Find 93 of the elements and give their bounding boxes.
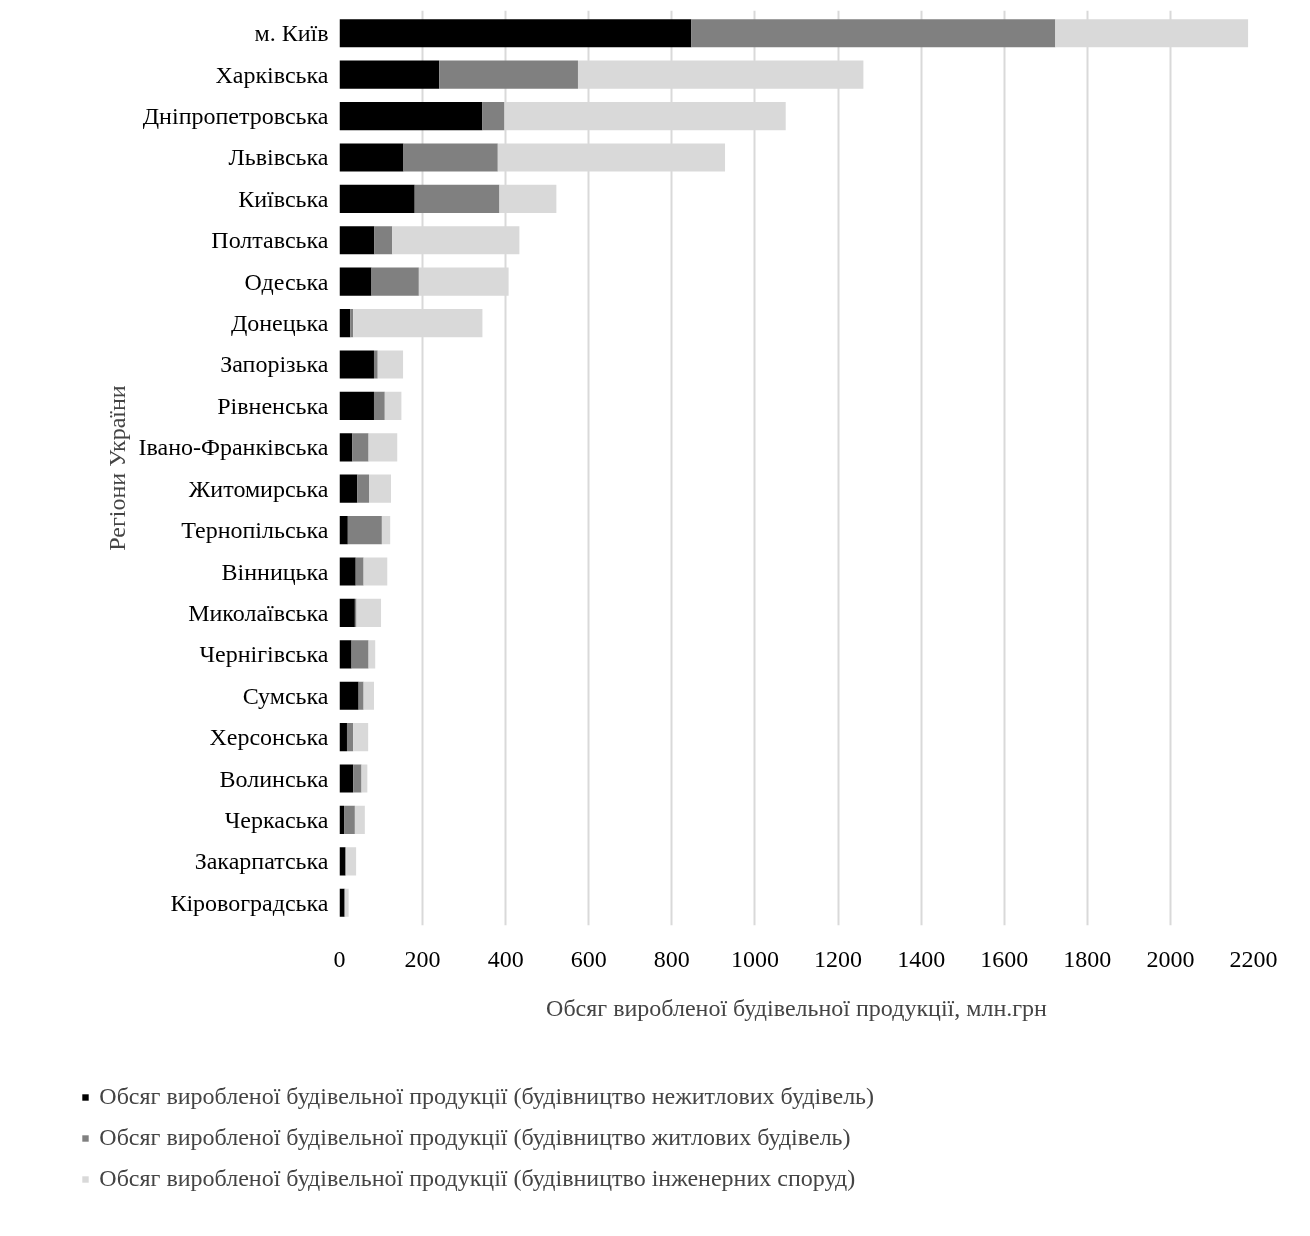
bar: [374, 226, 393, 255]
bar: [355, 557, 364, 586]
bar: [384, 391, 402, 420]
bar: [346, 847, 357, 876]
y-tick-label: м. Київ: [254, 20, 329, 47]
y-tick-label: Херсонська: [209, 724, 329, 751]
y-tick-label: Полтавська: [211, 227, 329, 254]
bar: [350, 309, 354, 338]
y-tick-label: Сумська: [242, 682, 329, 709]
bar: [339, 557, 356, 586]
bar: [339, 143, 404, 172]
y-axis-title: Регіони України: [104, 385, 131, 551]
x-tick-label: 1200: [814, 945, 863, 972]
y-tick-label: Дніпропетровська: [142, 103, 329, 130]
bar: [346, 723, 354, 752]
bar: [373, 391, 385, 420]
bar: [352, 433, 369, 462]
bar: [353, 764, 362, 793]
bar: [499, 184, 557, 213]
y-tick-label: Кіровоградська: [170, 889, 329, 916]
x-tick-label: 1000: [730, 945, 779, 972]
bar: [339, 102, 483, 131]
y-tick-label: Чернігівська: [199, 641, 329, 668]
x-tick-label: 1400: [897, 945, 946, 972]
bar: [403, 143, 498, 172]
x-tick-label: 1800: [1063, 945, 1112, 972]
bar: [363, 681, 374, 710]
bar: [354, 805, 365, 834]
y-tick-label: Тернопільська: [181, 517, 329, 544]
bar: [439, 60, 578, 89]
bar: [482, 102, 505, 131]
x-axis-title: Обсяг виробленої будівельної продукції, млн.грн: [546, 994, 1048, 1021]
bar: [339, 516, 348, 545]
bar: [339, 391, 374, 420]
y-tick-label: Закарпатська: [194, 848, 329, 875]
bar: [339, 640, 352, 669]
y-tick-label: Миколаївська: [188, 599, 329, 626]
legend-label: Обсяг виробленої будівельної продукції (будівництво житлових будівель): [99, 1124, 851, 1151]
y-tick-label: Запорізька: [220, 351, 329, 378]
y-tick-label: Донецька: [230, 310, 329, 337]
bar: [339, 309, 351, 338]
x-tick-label: 800: [653, 945, 690, 972]
bar: [358, 681, 364, 710]
y-tick-label: Одеська: [244, 268, 329, 295]
y-tick-label: Волинська: [219, 765, 329, 792]
bar: [339, 474, 358, 503]
y-tick-label: Рівненська: [217, 392, 329, 419]
x-tick-label: 400: [487, 945, 524, 972]
bar: [377, 350, 404, 379]
x-tick-label: 600: [570, 945, 607, 972]
bar: [691, 19, 1056, 48]
x-tick-label: 1600: [980, 945, 1029, 972]
bar: [339, 598, 355, 627]
bar: [339, 764, 354, 793]
y-tick-label: Харківська: [215, 61, 329, 88]
bar: [339, 350, 374, 379]
bar: [368, 640, 376, 669]
y-tick-label: Київська: [238, 185, 329, 212]
bar: [369, 474, 392, 503]
y-tick-label: Вінницька: [221, 558, 329, 585]
bar: [339, 433, 353, 462]
bar: [339, 19, 692, 48]
x-tick-label: 2200: [1229, 945, 1278, 972]
bar: [339, 681, 359, 710]
y-tick-label: Львівська: [228, 144, 329, 171]
bar: [414, 184, 500, 213]
legend-label: Обсяг виробленої будівельної продукції (будівництво нежитлових будівель): [99, 1083, 875, 1110]
y-tick-label: Івано-Франківська: [138, 434, 329, 461]
bar: [344, 805, 355, 834]
bar: [351, 640, 369, 669]
legend-label: Обсяг виробленої будівельної продукції (будівництво інженерних споруд): [99, 1165, 856, 1192]
bar: [347, 516, 382, 545]
x-tick-label: 0: [333, 945, 346, 972]
bar: [504, 102, 786, 131]
bar: [357, 474, 369, 503]
bar: [577, 60, 864, 89]
x-tick-label: 200: [404, 945, 441, 972]
x-tick-label: 2000: [1146, 945, 1195, 972]
bar: [497, 143, 726, 172]
y-tick-label: Черкаська: [224, 806, 329, 833]
y-tick-label: Житомирська: [188, 475, 329, 502]
bar: [339, 226, 375, 255]
bar: [368, 433, 398, 462]
bar: [339, 184, 415, 213]
bar: [339, 267, 372, 296]
bar: [353, 723, 369, 752]
bar: [373, 350, 378, 379]
bar: [339, 60, 440, 89]
bar: [339, 723, 347, 752]
bar: [363, 557, 388, 586]
bar: [381, 516, 391, 545]
bar: [371, 267, 419, 296]
bar: [356, 598, 382, 627]
